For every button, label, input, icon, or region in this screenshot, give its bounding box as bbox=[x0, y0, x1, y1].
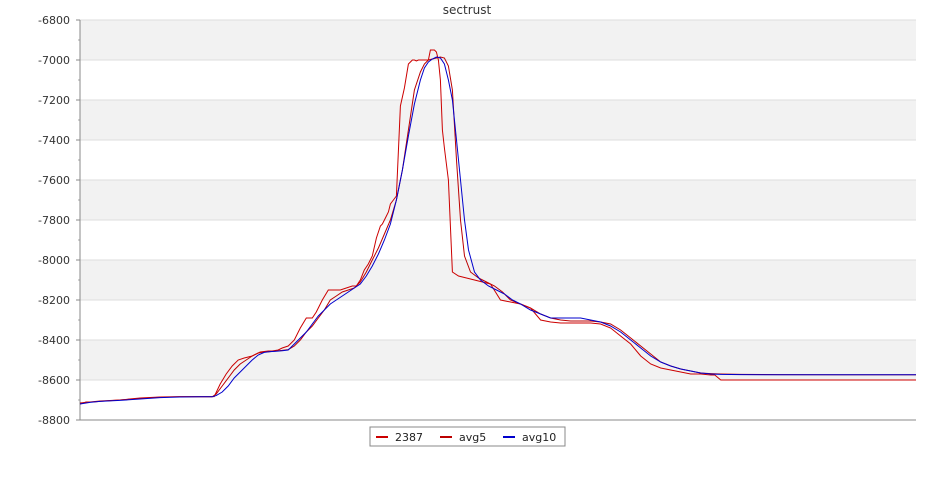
grid-band bbox=[80, 20, 916, 60]
series-layer bbox=[79, 49, 916, 405]
series-line-2387 bbox=[79, 49, 916, 405]
grid-bands bbox=[80, 20, 916, 380]
chart-title: sectrust bbox=[443, 3, 492, 17]
legend-label-avg10: avg10 bbox=[522, 431, 556, 444]
y-tick-label: -8000 bbox=[38, 254, 70, 267]
y-tick-label: -7400 bbox=[38, 134, 70, 147]
y-tick-label: -8600 bbox=[38, 374, 70, 387]
legend-box bbox=[369, 426, 566, 447]
grid-band bbox=[80, 260, 916, 300]
legend-label-avg5: avg5 bbox=[459, 431, 486, 444]
legend-label-2387: 2387 bbox=[395, 431, 423, 444]
legend: 2387 avg5 avg10 bbox=[369, 426, 566, 447]
series-line-avg5 bbox=[79, 56, 916, 404]
y-tick-label: -8800 bbox=[38, 414, 70, 427]
series-line-avg10 bbox=[79, 56, 916, 405]
y-tick-label: -8400 bbox=[38, 334, 70, 347]
y-tick-label: -7800 bbox=[38, 214, 70, 227]
y-tick-label: -6800 bbox=[38, 14, 70, 27]
y-tick-label: -8200 bbox=[38, 294, 70, 307]
grid-band bbox=[80, 340, 916, 380]
y-tick-label: -7000 bbox=[38, 54, 70, 67]
y-tick-label: -7600 bbox=[38, 174, 70, 187]
y-tick-label: -7200 bbox=[38, 94, 70, 107]
grid-band bbox=[80, 100, 916, 140]
y-axis: -6800 -7000 -7200 -7400 -7600 -7800 -8000 -8200… bbox=[38, 14, 81, 427]
grid-band bbox=[80, 180, 916, 220]
